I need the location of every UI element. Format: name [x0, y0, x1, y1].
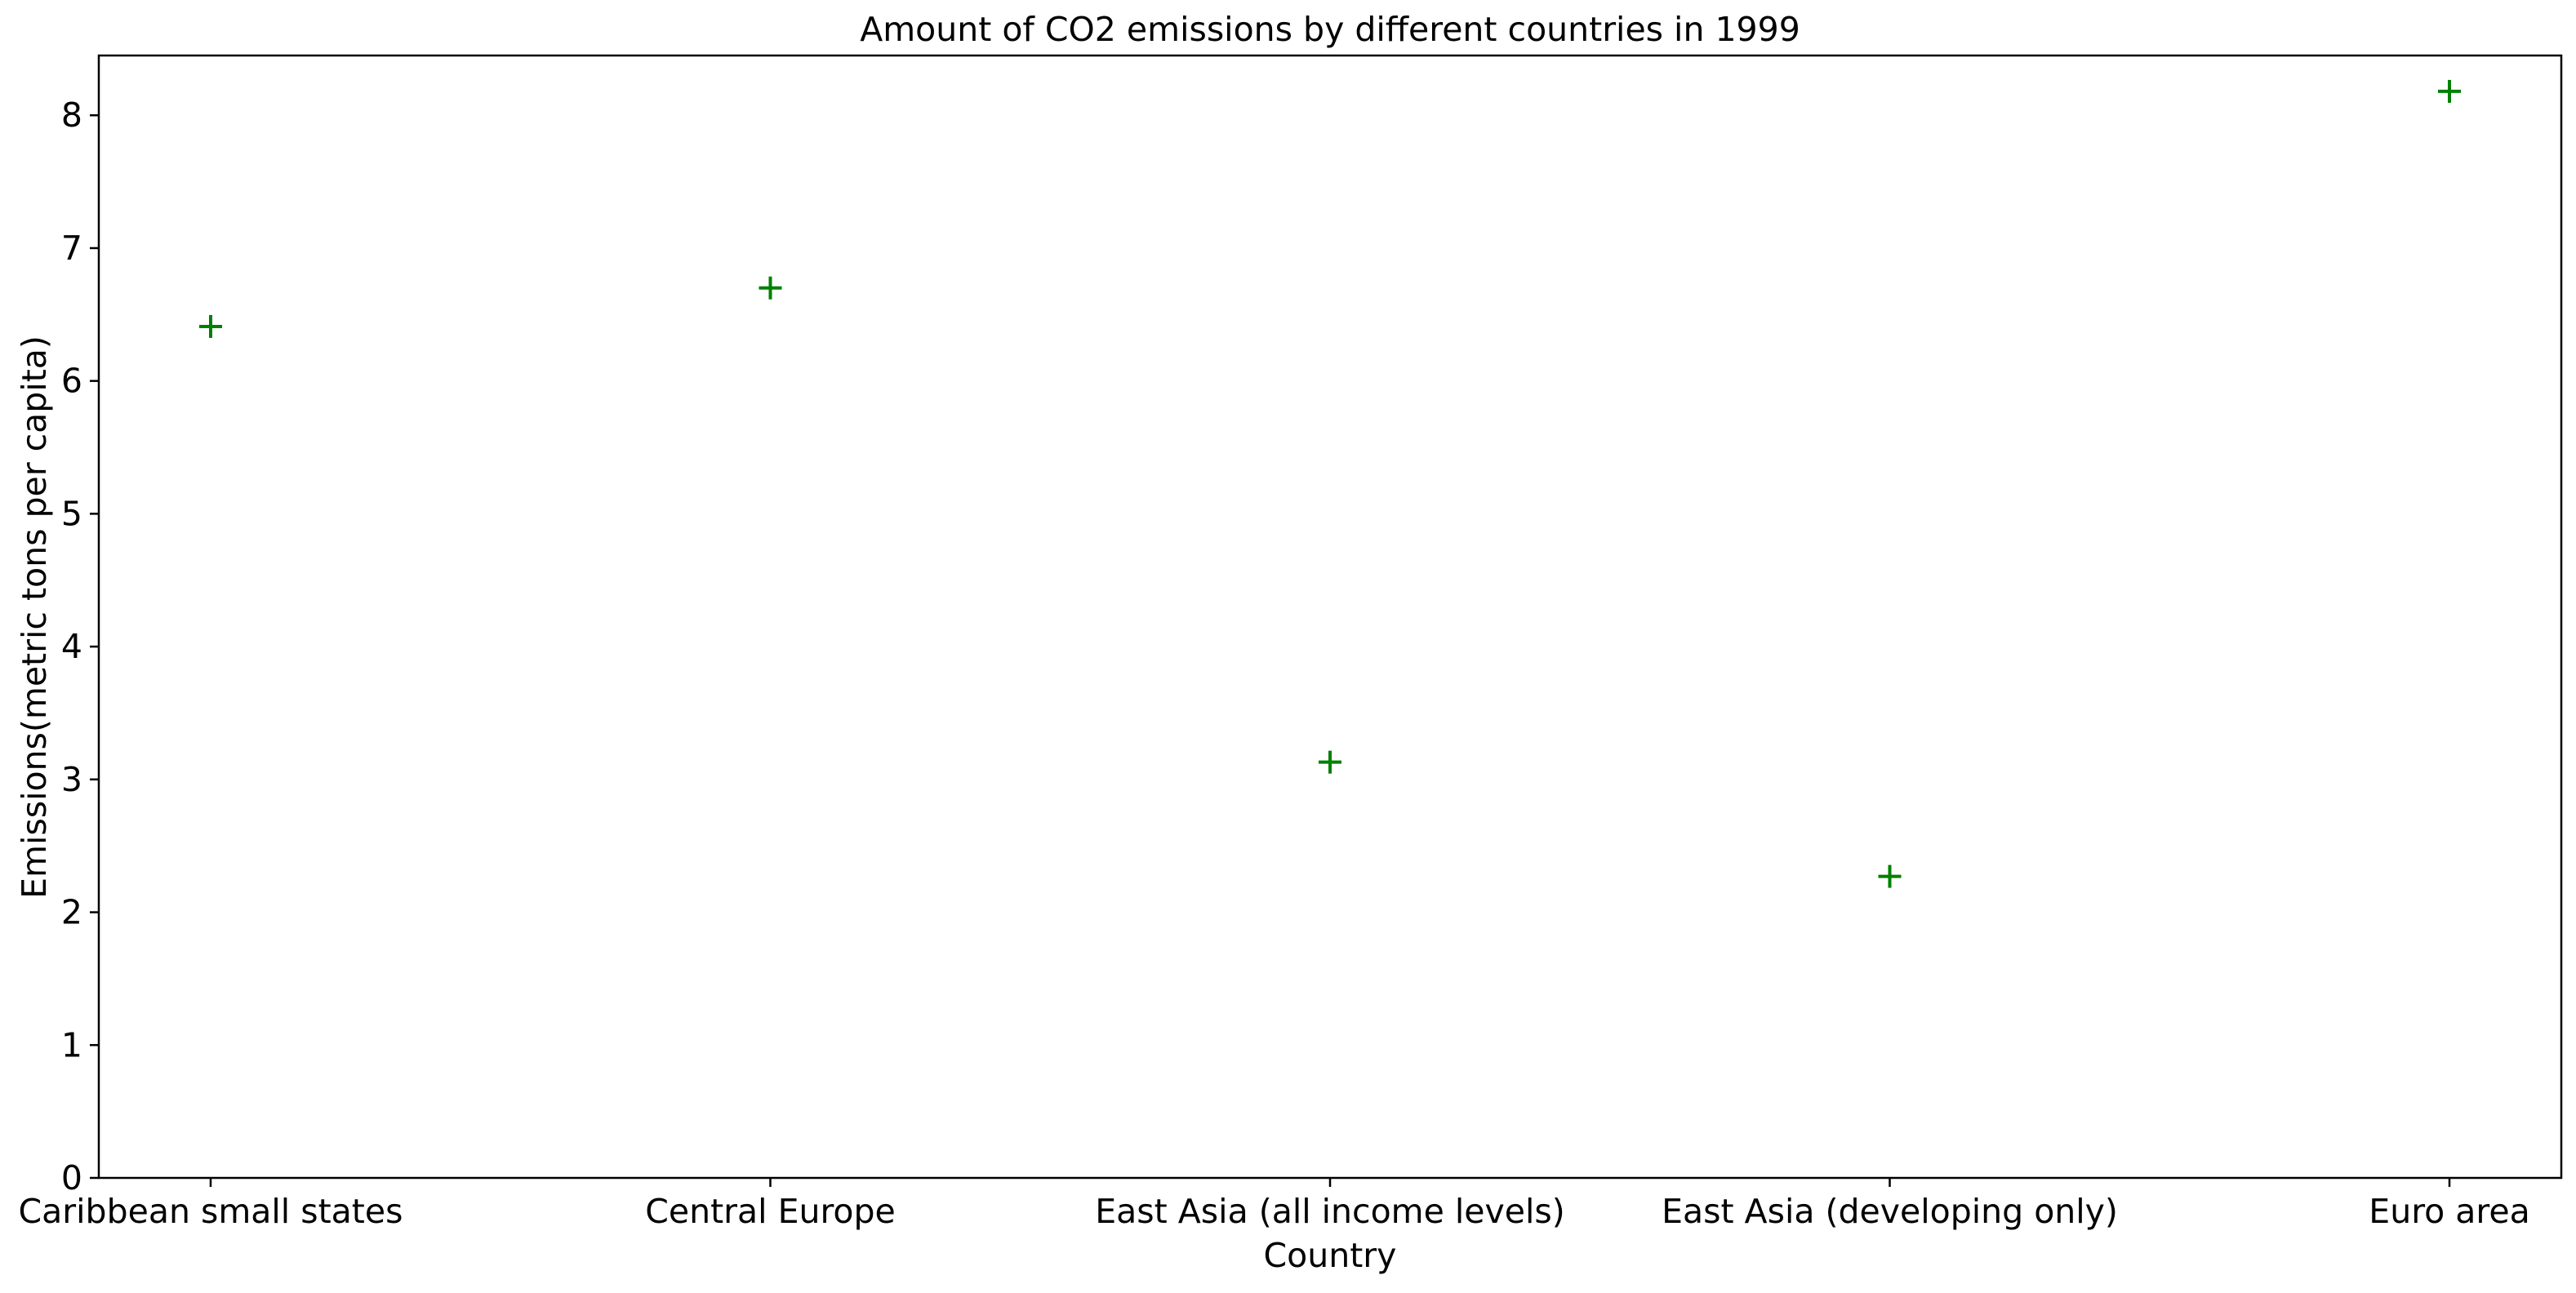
y-tick-label: 7 [61, 229, 82, 268]
y-tick-label: 3 [61, 760, 82, 799]
x-tick-label: Central Europe [645, 1192, 896, 1231]
y-tick-label: 5 [61, 494, 82, 533]
y-tick-label: 0 [61, 1158, 82, 1197]
y-axis-label: Emissions(metric tons per capita) [15, 335, 54, 899]
y-tick-label: 8 [61, 96, 82, 135]
data-markers [199, 79, 2461, 888]
data-point-marker [2438, 79, 2461, 103]
data-point-marker [1319, 750, 1341, 774]
data-point-marker [1878, 864, 1902, 888]
y-axis-ticks: 0 1 2 3 4 5 6 7 8 [61, 96, 99, 1197]
x-tick-label: East Asia (all income levels) [1095, 1192, 1564, 1231]
x-tick-label: East Asia (developing only) [1662, 1192, 2118, 1231]
y-tick-label: 2 [61, 893, 82, 932]
y-tick-label: 1 [61, 1025, 82, 1064]
data-point-marker [199, 314, 222, 338]
x-tick-label: Euro area [2369, 1192, 2529, 1231]
x-axis-label: Country [1264, 1236, 1397, 1275]
x-tick-label: Caribbean small states [19, 1192, 403, 1231]
data-point-marker [759, 276, 782, 300]
y-tick-label: 4 [61, 627, 82, 666]
y-tick-label: 6 [61, 362, 82, 401]
chart-title: Amount of CO2 emissions by different cou… [860, 10, 1800, 49]
x-axis-ticks: Caribbean small states Central Europe East… [19, 1178, 2530, 1231]
plot-frame [97, 54, 2563, 1180]
